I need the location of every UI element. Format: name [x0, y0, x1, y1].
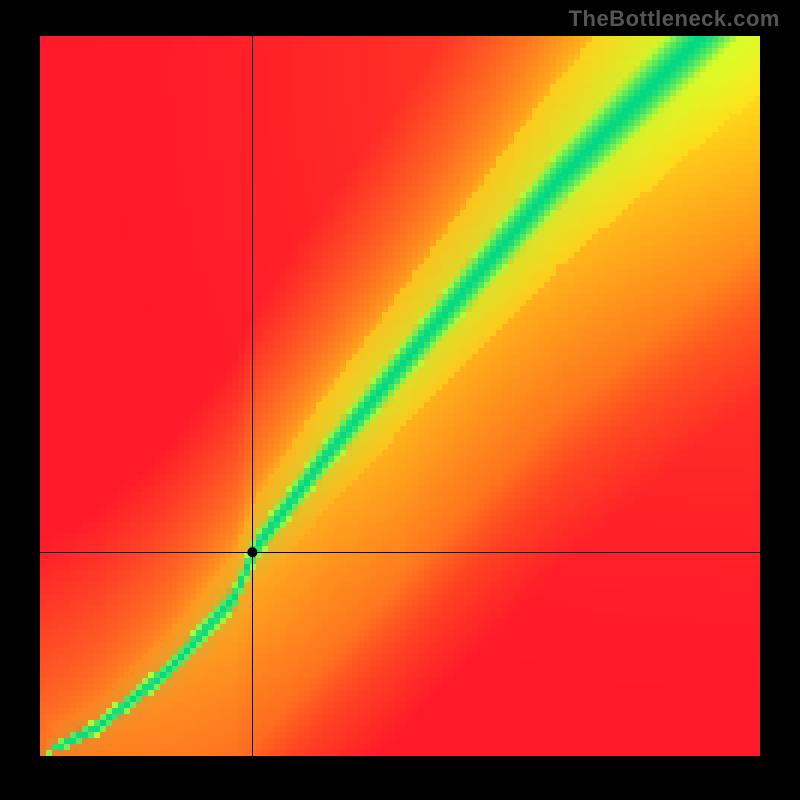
bottleneck-heatmap — [0, 0, 800, 800]
chart-container: TheBottleneck.com — [0, 0, 800, 800]
watermark-text: TheBottleneck.com — [569, 6, 780, 32]
